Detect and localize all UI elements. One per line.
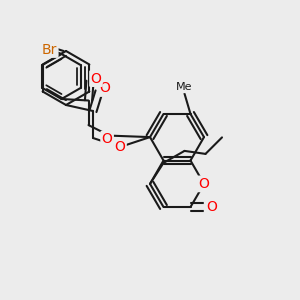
Text: Br: Br <box>40 41 56 55</box>
Text: O: O <box>199 177 209 191</box>
Text: O: O <box>91 72 101 86</box>
Text: O: O <box>102 132 112 146</box>
Text: O: O <box>206 200 217 214</box>
Text: Br: Br <box>42 43 57 56</box>
Text: Me: Me <box>176 82 193 92</box>
Text: O: O <box>115 140 125 154</box>
Text: O: O <box>100 82 110 95</box>
Text: O: O <box>205 200 216 214</box>
